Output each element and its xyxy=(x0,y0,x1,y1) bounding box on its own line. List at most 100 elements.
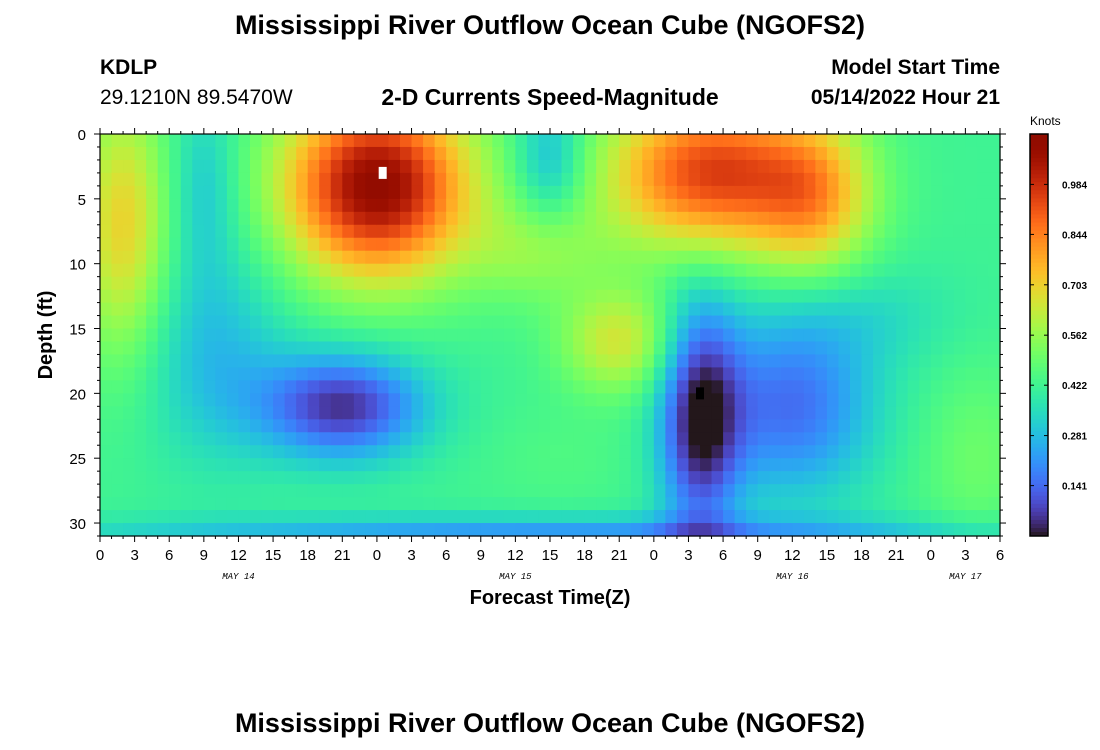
heatmap-cell xyxy=(688,302,701,317)
heatmap-cell xyxy=(100,263,113,278)
heatmap-cell xyxy=(896,458,909,472)
heatmap-cell xyxy=(700,367,713,381)
heatmap-cell xyxy=(734,406,747,420)
heatmap-cell xyxy=(446,380,459,394)
heatmap-cell xyxy=(434,263,447,278)
heatmap-cell xyxy=(388,445,401,459)
heatmap-cell xyxy=(261,134,274,148)
heatmap-cell xyxy=(803,419,816,433)
heatmap-cell xyxy=(896,471,909,485)
heatmap-cell xyxy=(711,523,724,537)
y-tick-label: 15 xyxy=(69,322,86,339)
colorbar-step xyxy=(1030,523,1048,529)
heatmap-cell xyxy=(619,185,632,200)
heatmap-cell xyxy=(596,315,609,330)
heatmap-cell xyxy=(976,185,990,200)
heatmap-cell xyxy=(503,198,516,213)
heatmap-cell xyxy=(723,367,736,381)
heatmap-cell xyxy=(723,289,736,304)
colorbar-step xyxy=(1030,146,1048,151)
heatmap-cell xyxy=(723,211,736,226)
heatmap-cell xyxy=(953,315,966,330)
heatmap-cell xyxy=(688,211,701,226)
heatmap-cell xyxy=(307,419,320,433)
heatmap-cell xyxy=(596,237,609,252)
heatmap-cell xyxy=(792,198,805,213)
heatmap-cell xyxy=(930,211,943,226)
x-tick-label: 21 xyxy=(888,547,905,564)
day-label: MAY 16 xyxy=(776,572,809,582)
heatmap-cell xyxy=(411,134,424,148)
heatmap-cell xyxy=(169,250,182,265)
heatmap-cell xyxy=(942,484,955,498)
heatmap-cell xyxy=(965,289,978,304)
heatmap-cell xyxy=(861,471,874,485)
heatmap-cell xyxy=(988,393,1001,407)
heatmap-cell xyxy=(665,134,678,148)
heatmap-cell xyxy=(157,237,170,252)
heatmap-cell xyxy=(976,328,990,343)
heatmap-cell xyxy=(503,380,516,394)
heatmap-cell xyxy=(284,172,297,187)
heatmap-cell xyxy=(146,172,159,187)
heatmap-cell xyxy=(550,354,563,369)
heatmap-cell xyxy=(838,341,851,356)
heatmap-cell xyxy=(226,134,240,148)
heatmap-cell xyxy=(526,341,540,356)
colorbar-step xyxy=(1030,475,1048,481)
heatmap-cell xyxy=(446,393,459,407)
heatmap-cell xyxy=(273,419,286,433)
heatmap-cell xyxy=(976,523,990,537)
heatmap-cell xyxy=(838,380,851,394)
heatmap-cell xyxy=(896,211,909,226)
heatmap-cell xyxy=(550,289,563,304)
heatmap-cell xyxy=(953,367,966,381)
heatmap-cell xyxy=(434,172,447,187)
heatmap-cell xyxy=(330,432,343,446)
colorbar-step xyxy=(1030,322,1048,328)
heatmap-cell xyxy=(573,510,586,524)
colorbar-step xyxy=(1030,258,1048,264)
heatmap-cell xyxy=(711,445,724,459)
heatmap-cell xyxy=(515,471,528,485)
heatmap-cell xyxy=(919,276,932,291)
heatmap-cell xyxy=(100,211,113,226)
heatmap-cell xyxy=(665,484,678,498)
heatmap-cell xyxy=(630,302,643,317)
heatmap-cell xyxy=(111,328,124,343)
heatmap-cell xyxy=(226,380,240,394)
heatmap-cell xyxy=(492,432,505,446)
heatmap-cell xyxy=(526,263,540,278)
colorbar-step xyxy=(1030,487,1048,493)
heatmap-cell xyxy=(550,523,563,537)
heatmap-cell xyxy=(492,471,505,485)
heatmap-cell xyxy=(838,484,851,498)
heatmap-cell xyxy=(734,497,747,511)
heatmap-cell xyxy=(180,289,193,304)
heatmap-cell xyxy=(688,276,701,291)
heatmap-cell xyxy=(988,367,1001,381)
heatmap-cell xyxy=(319,237,332,252)
heatmap-cell xyxy=(538,134,551,148)
heatmap-cell xyxy=(457,289,470,304)
heatmap-cell xyxy=(676,458,690,472)
heatmap-cell xyxy=(769,159,782,174)
heatmap-cell xyxy=(642,484,655,498)
heatmap-cell xyxy=(146,380,159,394)
heatmap-cell xyxy=(619,198,632,213)
heatmap-cell xyxy=(146,224,159,239)
heatmap-cell xyxy=(826,380,840,394)
heatmap-cell xyxy=(850,406,863,420)
heatmap-cell xyxy=(353,367,366,381)
heatmap-cell xyxy=(942,289,955,304)
heatmap-cell xyxy=(919,185,932,200)
heatmap-cell xyxy=(250,510,263,524)
heatmap-cell xyxy=(746,458,759,472)
heatmap-cell xyxy=(873,211,886,226)
heatmap-cell xyxy=(653,172,666,187)
heatmap-cell xyxy=(273,510,286,524)
heatmap-cell xyxy=(480,354,493,369)
heatmap-cell xyxy=(815,237,828,252)
heatmap-cell xyxy=(619,328,632,343)
heatmap-cell xyxy=(965,263,978,278)
